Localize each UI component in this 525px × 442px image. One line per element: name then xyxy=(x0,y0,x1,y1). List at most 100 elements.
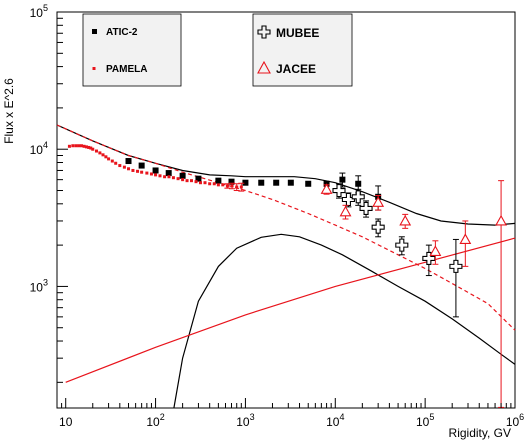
jacee-point xyxy=(495,214,508,226)
pamela-point xyxy=(158,174,162,178)
pamela-point xyxy=(216,183,220,187)
pamela-point xyxy=(185,179,189,183)
jacee-point xyxy=(372,196,385,207)
atic-2-point xyxy=(179,172,186,179)
pamela-point xyxy=(91,147,95,151)
pamela-point xyxy=(154,173,158,177)
x-tick-label: 105 xyxy=(416,412,434,429)
model-curve-4 xyxy=(65,237,516,383)
pamela-point xyxy=(104,155,108,159)
atic-2-point xyxy=(355,180,362,187)
mubee-point xyxy=(371,220,385,234)
y-axis-title: Flux x E^2.6 xyxy=(2,78,16,144)
atic-2-point xyxy=(287,179,294,186)
atic-2-point xyxy=(273,179,280,186)
mubee-point xyxy=(351,190,365,204)
jacee-point xyxy=(339,205,352,217)
pamela-point xyxy=(98,151,102,155)
atic-2-point xyxy=(258,179,265,186)
pamela-point xyxy=(94,149,98,153)
pamela-point xyxy=(149,172,153,176)
axis-ticks: 10 102 103 104 105 106 103 104 105 xyxy=(30,3,525,429)
atic-2-point xyxy=(195,175,202,182)
pamela-point xyxy=(181,178,185,182)
jacee-point xyxy=(429,245,442,256)
pamela-point xyxy=(230,184,234,188)
pamela-point xyxy=(239,185,243,189)
legend-right-box xyxy=(252,13,353,87)
pamela-point xyxy=(118,164,122,168)
pamela-point xyxy=(131,168,135,172)
legend-mubee-label: MUBEE xyxy=(276,26,319,40)
pamela-point xyxy=(87,145,91,149)
pamela-point xyxy=(194,180,198,184)
pamela-point xyxy=(235,185,239,189)
atic-2-point xyxy=(339,176,346,183)
pamela-point xyxy=(189,179,193,183)
mubee-point xyxy=(332,183,346,198)
legend-jacee-label: JACEE xyxy=(276,62,316,76)
pamela-point xyxy=(77,144,81,148)
pamela-point xyxy=(208,182,212,186)
plot-frame xyxy=(56,11,516,409)
pamela-point xyxy=(82,144,86,148)
pamela-point xyxy=(198,181,202,185)
pamela-point xyxy=(163,175,167,179)
pamela-point xyxy=(110,159,114,163)
x-tick-label: 102 xyxy=(146,412,164,429)
legend-atic-marker xyxy=(92,29,97,34)
legend-right: MUBEE JACEE xyxy=(252,13,353,87)
atic-2-point xyxy=(228,178,235,185)
pamela-point xyxy=(67,144,71,148)
pamela-point xyxy=(101,153,105,157)
model-curve-2 xyxy=(173,233,516,409)
pamela-point xyxy=(122,165,126,169)
pamela-point xyxy=(71,144,75,148)
legend-left-box xyxy=(82,13,182,87)
legend-mubee-marker xyxy=(257,25,271,39)
jacee-point xyxy=(320,183,333,194)
x-axis-title: Rigidity, GV xyxy=(449,426,511,440)
y-tick-label: 105 xyxy=(30,3,48,20)
pamela-point xyxy=(114,161,118,165)
x-tick-label: 10 xyxy=(59,415,73,429)
pamela-point xyxy=(140,170,144,174)
legend-atic-label: ATIC-2 xyxy=(106,27,138,38)
mubee-point xyxy=(449,259,463,273)
atic-2-point xyxy=(242,179,249,186)
pamela-point xyxy=(145,171,149,175)
atic-2-point xyxy=(152,167,159,174)
pamela-point xyxy=(171,176,175,180)
pamela-point xyxy=(107,157,111,161)
model-curve-3 xyxy=(56,124,516,331)
pamela-point xyxy=(84,145,88,149)
model-curves xyxy=(56,124,516,409)
pamela-point xyxy=(203,181,207,185)
data-points xyxy=(67,144,508,408)
y-tick-label: 104 xyxy=(30,140,48,157)
atic-2-point xyxy=(165,170,172,177)
pamela-point xyxy=(212,182,216,186)
pamela-point xyxy=(176,177,180,181)
atic-2-point xyxy=(305,180,312,187)
mubee-point xyxy=(395,238,409,252)
legend-left: ATIC-2 PAMELA xyxy=(82,13,182,87)
x-tick-label: 104 xyxy=(326,412,344,429)
y-tick-label: 103 xyxy=(30,277,48,294)
jacee-point xyxy=(399,214,412,226)
pamela-point xyxy=(80,144,84,148)
legend-pamela-label: PAMELA xyxy=(106,64,147,75)
pamela-point xyxy=(74,144,78,148)
pamela-point xyxy=(136,169,140,173)
mubee-point xyxy=(341,192,355,207)
pamela-point xyxy=(167,175,171,179)
atic-2-point xyxy=(138,162,145,169)
atic-2-point xyxy=(215,177,222,184)
pamela-point xyxy=(221,183,225,187)
pamela-point xyxy=(225,184,229,188)
legend-pamela-marker xyxy=(92,67,96,70)
mubee-point xyxy=(359,201,373,216)
jacee-point xyxy=(459,233,472,244)
pamela-point xyxy=(127,167,131,171)
